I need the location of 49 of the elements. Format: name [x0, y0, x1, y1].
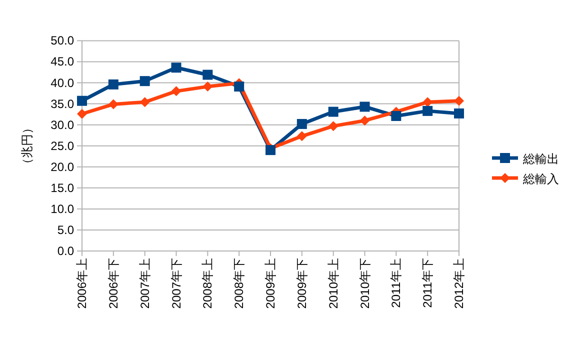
x-tick-label: 2011年上 [389, 258, 404, 308]
point [77, 108, 87, 119]
x-tick-label: 2008年上 [200, 258, 215, 309]
x-tick-label: 2010年下 [358, 258, 372, 309]
x-tick-label: 2007年下 [169, 258, 184, 309]
x-tick-label: 2009年上 [264, 258, 278, 309]
y-axis-title: （兆円） [20, 122, 34, 170]
point [140, 97, 150, 108]
point [296, 118, 307, 129]
y-tick-label: 45.0 [50, 54, 74, 69]
y-tick-label: 20.0 [50, 160, 74, 174]
point [140, 76, 150, 86]
y-tick-label: 5.0 [57, 222, 74, 237]
point [454, 108, 464, 118]
y-tick-label: 35.0 [50, 96, 74, 111]
x-tick-label: 2010年上 [326, 258, 340, 309]
legend-label: 総輸入 [522, 172, 559, 186]
x-tick-label: 2006年下 [106, 258, 120, 309]
y-tick-label: 0.0 [57, 244, 74, 258]
y-tick-label: 30.0 [50, 118, 74, 132]
point [296, 131, 307, 142]
point [108, 79, 118, 90]
x-tick-label: 2008年下 [232, 258, 246, 309]
point [422, 106, 433, 116]
x-tick-label: 2007年上 [138, 258, 152, 309]
x-tick-label: 2011年下 [420, 258, 435, 308]
point [422, 97, 433, 108]
point [360, 102, 370, 112]
x-tick-label: 2009年下 [294, 258, 309, 309]
point [328, 106, 338, 117]
y-tick-label: 10.0 [50, 202, 74, 216]
point [234, 82, 244, 92]
x-tick-label: 2006年上 [75, 258, 89, 309]
point [202, 82, 213, 92]
x-tick-label: 2012年上 [452, 258, 466, 309]
point [77, 96, 87, 106]
legend-label: 総輸出 [522, 152, 559, 166]
y-tick-label: 40.0 [50, 76, 74, 90]
point [108, 99, 118, 110]
point [202, 70, 213, 80]
point [391, 110, 402, 121]
point [454, 96, 464, 106]
point [171, 86, 182, 96]
point [328, 121, 338, 132]
point [171, 62, 182, 73]
y-tick-label: 50.0 [50, 34, 74, 48]
point [360, 116, 370, 126]
y-tick-label: 25.0 [50, 138, 74, 153]
y-tick-label: 15.0 [50, 180, 74, 195]
